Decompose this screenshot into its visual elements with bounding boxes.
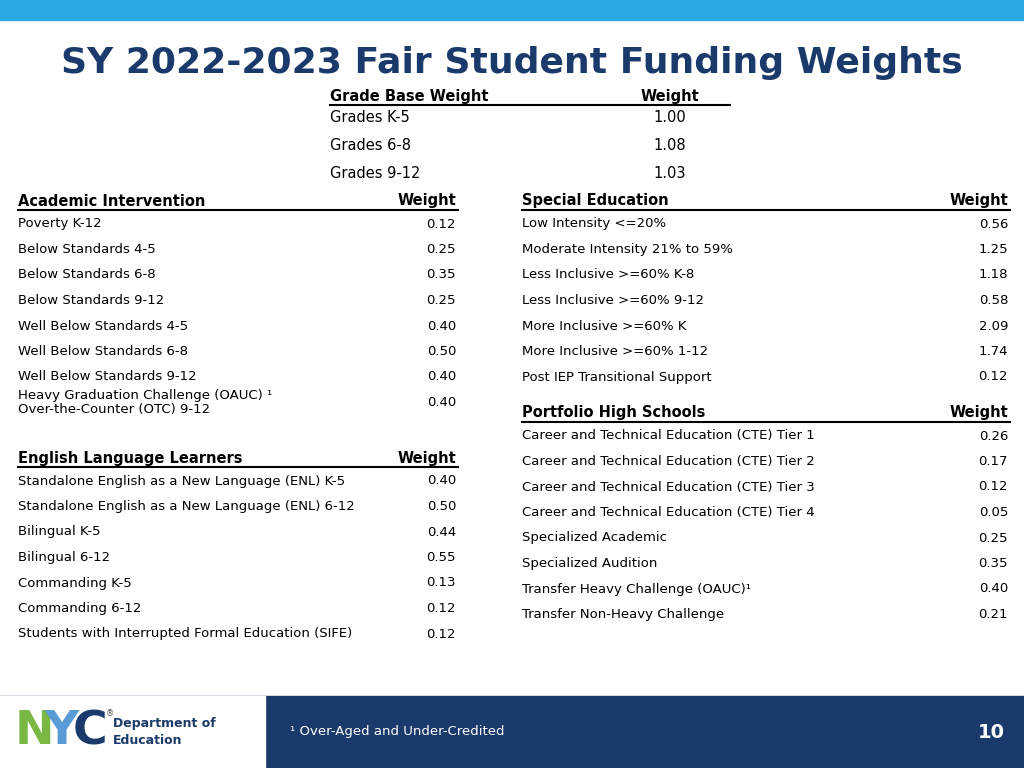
Text: Heavy Graduation Challenge (OAUC) ¹: Heavy Graduation Challenge (OAUC) ¹ <box>18 389 272 402</box>
Text: 0.17: 0.17 <box>979 455 1008 468</box>
Text: Post IEP Transitional Support: Post IEP Transitional Support <box>522 370 712 383</box>
Text: More Inclusive >=60% 1-12: More Inclusive >=60% 1-12 <box>522 345 709 358</box>
Text: Specialized Academic: Specialized Academic <box>522 531 667 545</box>
Text: Transfer Heavy Challenge (OAUC)¹: Transfer Heavy Challenge (OAUC)¹ <box>522 582 751 595</box>
Text: 0.50: 0.50 <box>427 500 456 513</box>
Text: Poverty K-12: Poverty K-12 <box>18 217 101 230</box>
Text: 0.55: 0.55 <box>427 551 456 564</box>
Text: SY 2022-2023 Fair Student Funding Weights: SY 2022-2023 Fair Student Funding Weight… <box>61 46 963 80</box>
Text: 0.40: 0.40 <box>427 475 456 488</box>
Text: Career and Technical Education (CTE) Tier 1: Career and Technical Education (CTE) Tie… <box>522 429 815 442</box>
Text: 1.08: 1.08 <box>653 138 686 154</box>
Text: Career and Technical Education (CTE) Tier 3: Career and Technical Education (CTE) Tie… <box>522 481 815 494</box>
Text: 0.12: 0.12 <box>979 370 1008 383</box>
Text: Commanding 6-12: Commanding 6-12 <box>18 602 141 615</box>
Text: Weight: Weight <box>641 88 699 104</box>
Text: 1.74: 1.74 <box>979 345 1008 358</box>
Text: 0.40: 0.40 <box>427 396 456 409</box>
Text: Career and Technical Education (CTE) Tier 2: Career and Technical Education (CTE) Tie… <box>522 455 815 468</box>
Text: 0.25: 0.25 <box>427 294 456 307</box>
Text: 0.58: 0.58 <box>979 294 1008 307</box>
Text: 0.12: 0.12 <box>427 217 456 230</box>
Text: 1.25: 1.25 <box>978 243 1008 256</box>
Text: Y: Y <box>44 710 78 754</box>
Text: 0.12: 0.12 <box>979 481 1008 494</box>
Text: Bilingual K-5: Bilingual K-5 <box>18 525 100 538</box>
Text: 0.12: 0.12 <box>427 627 456 641</box>
Text: Department of: Department of <box>113 717 216 730</box>
Text: 10: 10 <box>978 723 1005 741</box>
Text: 0.56: 0.56 <box>979 217 1008 230</box>
Text: ¹ Over-Aged and Under-Credited: ¹ Over-Aged and Under-Credited <box>290 726 505 739</box>
Text: 0.50: 0.50 <box>427 345 456 358</box>
Bar <box>0 0 1024 20</box>
Text: 0.40: 0.40 <box>427 319 456 333</box>
Text: Moderate Intensity 21% to 59%: Moderate Intensity 21% to 59% <box>522 243 733 256</box>
Text: C: C <box>73 710 108 754</box>
Text: 0.44: 0.44 <box>427 525 456 538</box>
Text: 0.25: 0.25 <box>979 531 1008 545</box>
Text: Grade Base Weight: Grade Base Weight <box>330 88 488 104</box>
Text: Education: Education <box>113 733 182 746</box>
Text: Specialized Audition: Specialized Audition <box>522 557 657 570</box>
Text: Commanding K-5: Commanding K-5 <box>18 577 132 590</box>
Text: Grades 9-12: Grades 9-12 <box>330 167 421 181</box>
Text: 1.03: 1.03 <box>653 167 686 181</box>
Text: Students with Interrupted Formal Education (SIFE): Students with Interrupted Formal Educati… <box>18 627 352 641</box>
Text: Portfolio High Schools: Portfolio High Schools <box>522 406 706 421</box>
Text: Low Intensity <=20%: Low Intensity <=20% <box>522 217 667 230</box>
Text: Over-the-Counter (OTC) 9-12: Over-the-Counter (OTC) 9-12 <box>18 403 210 416</box>
Text: Weight: Weight <box>397 194 456 208</box>
Text: Weight: Weight <box>397 451 456 465</box>
Text: 0.25: 0.25 <box>427 243 456 256</box>
Text: Academic Intervention: Academic Intervention <box>18 194 206 208</box>
Text: Weight: Weight <box>949 406 1008 421</box>
Text: 0.40: 0.40 <box>427 370 456 383</box>
Text: Grades K-5: Grades K-5 <box>330 111 410 125</box>
Text: 2.09: 2.09 <box>979 319 1008 333</box>
Text: More Inclusive >=60% K: More Inclusive >=60% K <box>522 319 686 333</box>
Text: Less Inclusive >=60% K-8: Less Inclusive >=60% K-8 <box>522 269 694 282</box>
Text: Weight: Weight <box>949 194 1008 208</box>
Text: 0.05: 0.05 <box>979 506 1008 519</box>
Bar <box>0 696 265 768</box>
Text: 0.40: 0.40 <box>979 582 1008 595</box>
Text: Well Below Standards 4-5: Well Below Standards 4-5 <box>18 319 188 333</box>
Text: ®: ® <box>106 710 115 719</box>
Text: 0.12: 0.12 <box>427 602 456 615</box>
Text: Transfer Non-Heavy Challenge: Transfer Non-Heavy Challenge <box>522 608 724 621</box>
Text: English Language Learners: English Language Learners <box>18 451 243 465</box>
Text: 0.21: 0.21 <box>979 608 1008 621</box>
Text: 0.26: 0.26 <box>979 429 1008 442</box>
Text: 1.18: 1.18 <box>979 269 1008 282</box>
Text: N: N <box>15 710 54 754</box>
Text: 1.00: 1.00 <box>653 111 686 125</box>
Text: 0.35: 0.35 <box>427 269 456 282</box>
Text: Below Standards 4-5: Below Standards 4-5 <box>18 243 156 256</box>
Text: Less Inclusive >=60% 9-12: Less Inclusive >=60% 9-12 <box>522 294 705 307</box>
Text: Below Standards 6-8: Below Standards 6-8 <box>18 269 156 282</box>
Text: 0.13: 0.13 <box>427 577 456 590</box>
Text: Well Below Standards 9-12: Well Below Standards 9-12 <box>18 370 197 383</box>
Bar <box>0 696 1024 768</box>
Text: Standalone English as a New Language (ENL) K-5: Standalone English as a New Language (EN… <box>18 475 345 488</box>
Text: 0.35: 0.35 <box>979 557 1008 570</box>
Text: Below Standards 9-12: Below Standards 9-12 <box>18 294 164 307</box>
Text: Career and Technical Education (CTE) Tier 4: Career and Technical Education (CTE) Tie… <box>522 506 815 519</box>
Text: Bilingual 6-12: Bilingual 6-12 <box>18 551 111 564</box>
Text: Grades 6-8: Grades 6-8 <box>330 138 411 154</box>
Text: Standalone English as a New Language (ENL) 6-12: Standalone English as a New Language (EN… <box>18 500 354 513</box>
Text: Special Education: Special Education <box>522 194 669 208</box>
Text: Well Below Standards 6-8: Well Below Standards 6-8 <box>18 345 188 358</box>
